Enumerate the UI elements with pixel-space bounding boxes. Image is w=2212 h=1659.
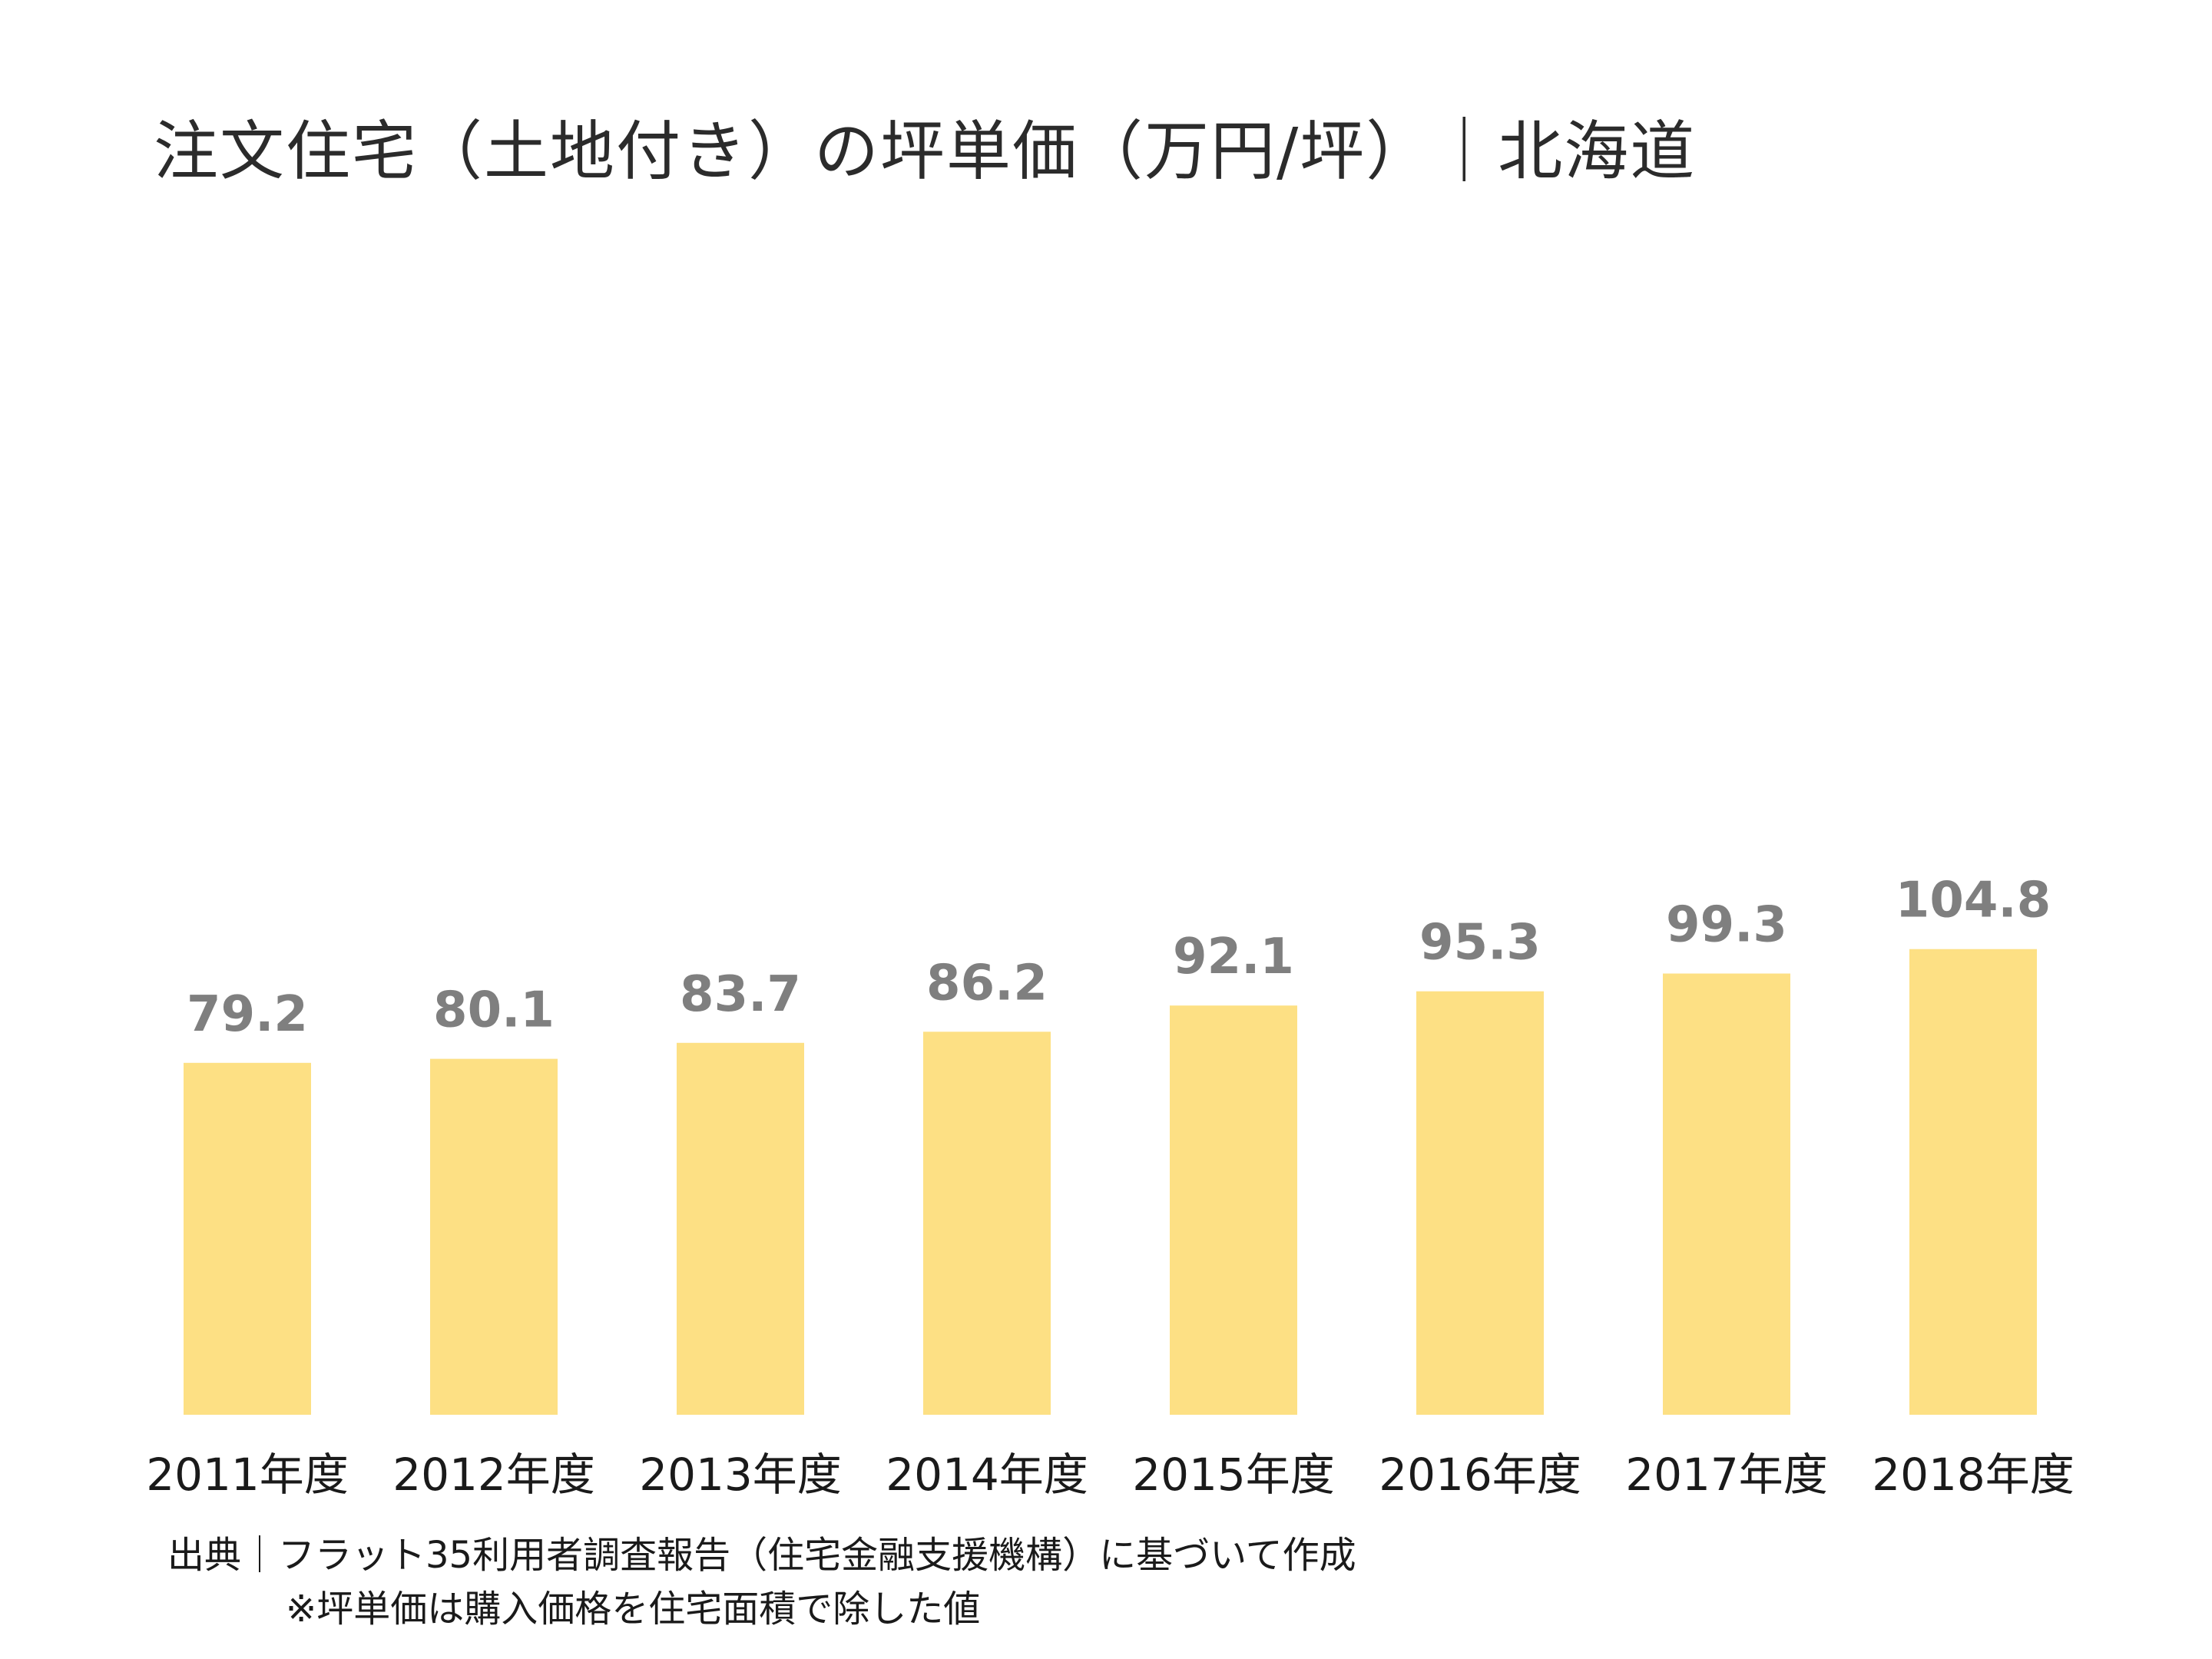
bar-2016年度 [1416,991,1544,1415]
bars-layer [184,949,2037,1415]
definition-note: ※坪単価は購入価格を住宅面積で除した値 [286,1588,981,1631]
data-label-2016年度: 95.3 [1419,915,1541,972]
bar-2014年度 [923,1031,1051,1415]
data-label-2011年度: 79.2 [187,986,308,1043]
bar-2015年度 [1170,1005,1297,1415]
bar-2013年度 [677,1042,804,1415]
data-label-2015年度: 92.1 [1173,929,1294,985]
x-tick-label: 2015年度 [1132,1449,1335,1501]
data-label-2013年度: 83.7 [680,966,801,1023]
x-tick-label: 2017年度 [1625,1449,1828,1501]
x-tick-label: 2016年度 [1379,1449,1581,1501]
source-note: 出典｜フラット35利用者調査報告（住宅金融支援機構）に基づいて作成 [167,1534,1356,1577]
data-label-2012年度: 80.1 [433,982,555,1039]
bar-2018年度 [1909,949,2037,1415]
tick-labels-layer: 2011年度 2012年度 2013年度 2014年度 2015年度 2016年度 2017… [146,1449,2075,1501]
x-tick-label: 2012年度 [392,1449,595,1501]
x-tick-label: 2013年度 [639,1449,842,1501]
data-label-2014年度: 86.2 [926,955,1048,1012]
x-tick-label: 2018年度 [1872,1449,2075,1501]
bar-2012年度 [430,1058,558,1415]
data-label-2018年度: 104.8 [1896,873,2051,929]
x-tick-label: 2014年度 [886,1449,1088,1501]
x-tick-label: 2011年度 [146,1449,349,1501]
bar-2017年度 [1663,973,1790,1415]
bar-2011年度 [184,1062,311,1415]
value-labels-layer: 79.2 80.1 83.7 86.2 92.1 95.3 99.3 104.8 [187,873,2051,1043]
chart-title: 注文住宅（土地付き）の坪単価（万円/坪）｜北海道 [154,114,1697,189]
data-label-2017年度: 99.3 [1666,897,1787,954]
